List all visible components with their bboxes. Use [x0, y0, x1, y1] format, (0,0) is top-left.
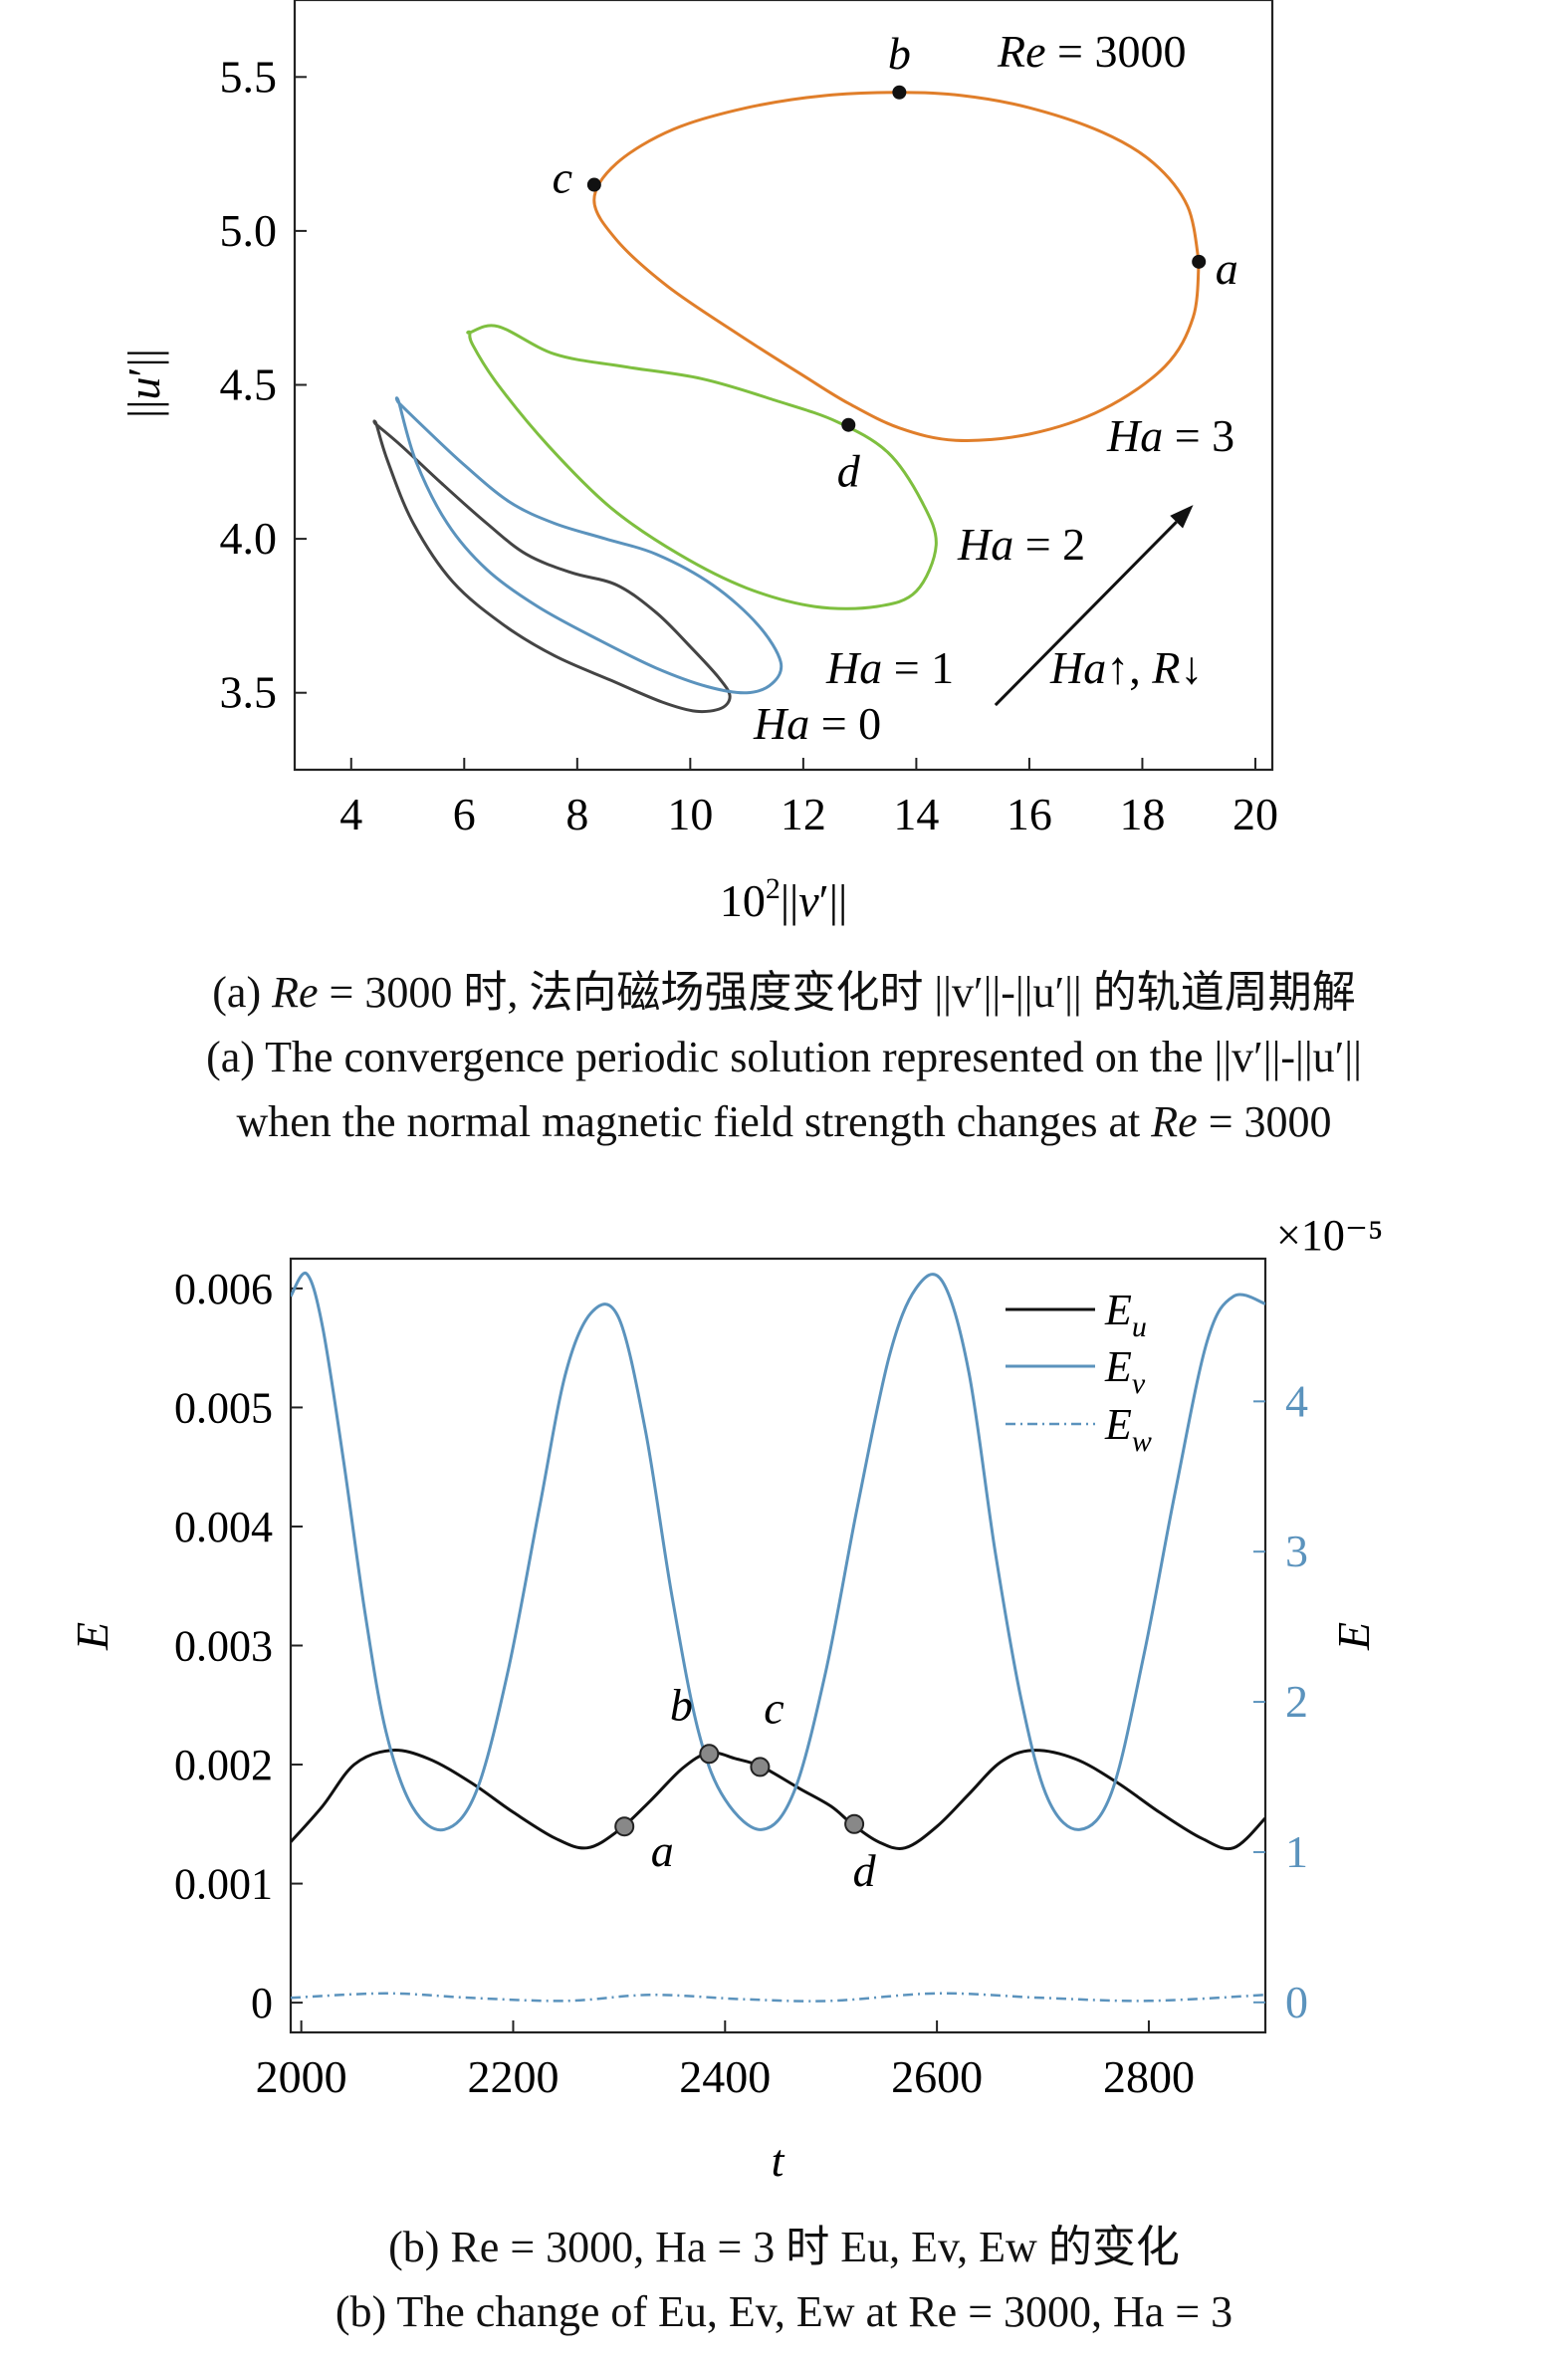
- legend-ev-label: Ev: [1104, 1342, 1146, 1400]
- chart-b-x-axis-label: t: [772, 2135, 785, 2186]
- chart-a-marker-d: [841, 417, 856, 432]
- chart-b-x-tick-label: 2600: [891, 2051, 983, 2102]
- chart-a-x-tick-label: 4: [339, 789, 362, 839]
- caption-a-en-line1: (a) The convergence periodic solution re…: [206, 1033, 1362, 1081]
- chart-b-right-tick-label: 0: [1285, 1977, 1308, 2027]
- chart-b-right-tick-label: 4: [1285, 1375, 1308, 1426]
- chart-b-series-line-0: [291, 1749, 1265, 1851]
- chart-a-arrow-label: Ha↑, R↓: [1049, 642, 1203, 693]
- chart-a-marker-label-a: a: [1216, 243, 1238, 294]
- caption-a-en-line2: when the normal magnetic field strength …: [236, 1097, 1332, 1146]
- chart-a-marker-label-b: b: [888, 28, 911, 79]
- chart-a-markers: a b c d: [553, 28, 1238, 497]
- chart-a-y-tick-label: 4.5: [220, 359, 278, 410]
- chart-a-x-tick-label: 20: [1232, 789, 1278, 839]
- chart-b-x-tick-label: 2000: [256, 2051, 347, 2102]
- chart-b-left-tick-label: 0.006: [174, 1265, 273, 1313]
- chart-b-legend: Eu Ev Ew: [1006, 1286, 1152, 1458]
- chart-b-right-multiplier: ×10⁻⁵: [1276, 1211, 1383, 1260]
- chart-b-left-tick-label: 0: [251, 1979, 273, 2027]
- chart-a-x-ticks: 4 6 8 10 12 14 16 18 20: [339, 758, 1278, 839]
- chart-a-arrow-shaft: [994, 521, 1178, 707]
- chart-b-right-tick-label: 1: [1285, 1826, 1308, 1877]
- caption-b-zh: (b) Re = 3000, Ha = 3 时 Eu, Ev, Ew 的变化: [388, 2223, 1180, 2271]
- chart-a-marker-c: [586, 177, 601, 192]
- chart-b-left-tick-label: 0.004: [174, 1503, 273, 1551]
- chart-b-x-tick-label: 2800: [1103, 2051, 1195, 2102]
- chart-b: 2000 2200 2400 2600 2800 0 0.001 0.002 0.003 0.0…: [67, 1211, 1383, 2186]
- chart-a-ha3-label: Ha = 3: [1106, 410, 1234, 461]
- chart-a-marker-a: [1192, 254, 1207, 269]
- chart-b-marker-label-c: c: [764, 1682, 784, 1733]
- chart-a-x-axis-label: 102||v′||: [720, 872, 847, 926]
- chart-a-series-line-0: [372, 419, 732, 714]
- chart-b-markers: a b c d: [614, 1679, 877, 1896]
- chart-a-x-tick-label: 6: [453, 789, 476, 839]
- chart-a-series: [372, 91, 1202, 714]
- chart-b-right-tick-label: 3: [1285, 1526, 1308, 1576]
- chart-b-series: [291, 1271, 1265, 2003]
- chart-b-marker-c: [750, 1757, 771, 1777]
- chart-a-x-tick-label: 8: [565, 789, 588, 839]
- chart-a-x-tick-label: 14: [893, 789, 939, 839]
- chart-a-x-tick-label: 10: [667, 789, 713, 839]
- caption-a-zh: (a) Re = 3000 时, 法向磁场强度变化时 ||v′||-||u′||…: [212, 968, 1356, 1017]
- chart-a-y-axis-label: ||u′||: [118, 349, 169, 418]
- chart-a-x-tick-label: 18: [1119, 789, 1165, 839]
- chart-b-marker-a: [614, 1816, 635, 1837]
- chart-a-x-tick-label: 16: [1007, 789, 1052, 839]
- chart-a-re-annotation: Re = 3000: [997, 26, 1186, 77]
- chart-a-series-line-3: [592, 91, 1202, 442]
- chart-b-x-tick-label: 2200: [467, 2051, 559, 2102]
- chart-a-ha1-label: Ha = 1: [825, 642, 954, 693]
- caption-b-en: (b) The change of Eu, Ev, Ew at Re = 300…: [335, 2287, 1233, 2336]
- chart-b-right-ticks: 0 1 2 3 4: [1253, 1375, 1308, 2027]
- chart-b-right-tick-label: 2: [1285, 1676, 1308, 1727]
- chart-b-marker-label-b: b: [670, 1679, 693, 1730]
- chart-a-arrow: [994, 505, 1194, 707]
- legend-eu-label: Eu: [1104, 1286, 1147, 1343]
- chart-b-x-ticks: 2000 2200 2400 2600 2800: [256, 2020, 1195, 2102]
- chart-b-left-tick-label: 0.005: [174, 1383, 273, 1432]
- chart-b-series-line-1: [291, 1271, 1265, 1832]
- chart-b-marker-label-a: a: [651, 1825, 674, 1876]
- chart-a-series-line-2: [466, 324, 938, 610]
- chart-b-right-axis-label: E: [1328, 1622, 1379, 1651]
- chart-b-marker-b: [699, 1744, 720, 1765]
- chart-a: 4 6 8 10 12 14 16 18 20 3.5 4.0 4.5 5.0 5.5 a b c d 102…: [118, 0, 1278, 926]
- chart-a-ha0-label: Ha = 0: [753, 698, 881, 749]
- chart-a-marker-label-d: d: [837, 446, 861, 497]
- chart-a-marker-label-c: c: [553, 152, 572, 203]
- chart-a-y-tick-label: 5.5: [220, 51, 278, 102]
- chart-a-y-tick-label: 5.0: [220, 205, 278, 256]
- chart-b-series-line-2: [291, 1992, 1265, 2003]
- chart-b-marker-d: [844, 1813, 865, 1834]
- chart-a-ha2-label: Ha = 2: [957, 519, 1085, 570]
- chart-a-marker-b: [892, 85, 907, 100]
- chart-b-marker-label-d: d: [853, 1845, 877, 1896]
- legend-ew-label: Ew: [1104, 1400, 1152, 1458]
- chart-a-series-line-1: [394, 396, 784, 695]
- chart-b-left-tick-label: 0.001: [174, 1860, 273, 1909]
- chart-b-x-tick-label: 2400: [679, 2051, 771, 2102]
- chart-b-left-ticks: 0 0.001 0.002 0.003 0.004 0.005 0.006: [174, 1265, 303, 2027]
- chart-a-arrow-head: [1170, 505, 1194, 529]
- chart-b-left-axis-label: E: [67, 1622, 117, 1651]
- chart-a-y-tick-label: 3.5: [220, 667, 278, 718]
- chart-a-y-ticks: 3.5 4.0 4.5 5.0 5.5: [220, 51, 307, 718]
- chart-b-left-tick-label: 0.002: [174, 1741, 273, 1789]
- chart-a-x-tick-label: 12: [781, 789, 826, 839]
- chart-a-y-tick-label: 4.0: [220, 513, 278, 564]
- chart-b-left-tick-label: 0.003: [174, 1622, 273, 1671]
